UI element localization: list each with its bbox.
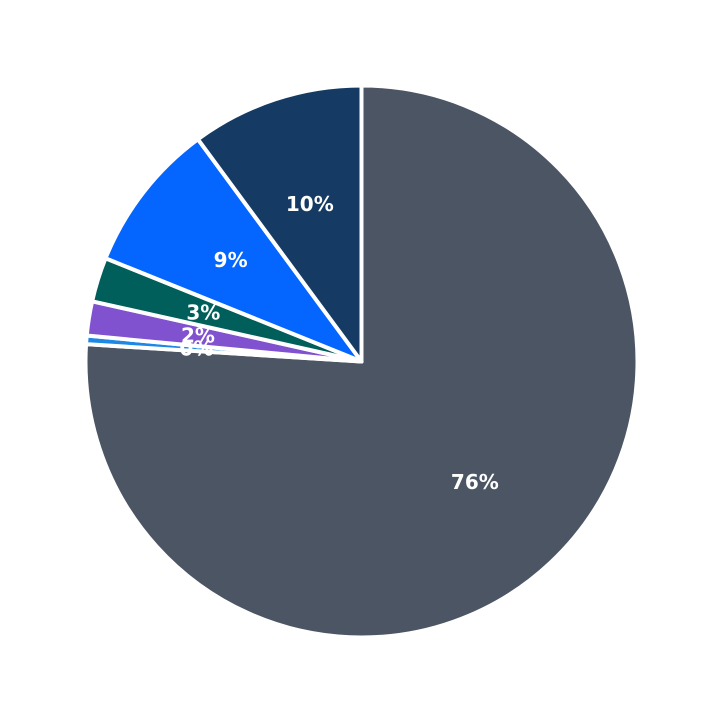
pie-slices: [83, 83, 640, 640]
pie-slice-label-3: 3%: [186, 300, 220, 324]
pie-slice-label-5: 10%: [286, 192, 334, 216]
pie-labels: 76% 0%2%3% 9% 10%: [179, 192, 498, 494]
pie-slice-label-2: 2%: [181, 324, 215, 348]
pie-slice-label-4: 9%: [214, 248, 248, 272]
pie-slice-4: [103, 137, 364, 364]
pie-slice-label-1: 0%: [179, 337, 213, 361]
pie-slice-0: [83, 83, 640, 640]
pie-slice-5: [195, 83, 364, 364]
pie-slice-label-0: 76%: [451, 470, 499, 494]
